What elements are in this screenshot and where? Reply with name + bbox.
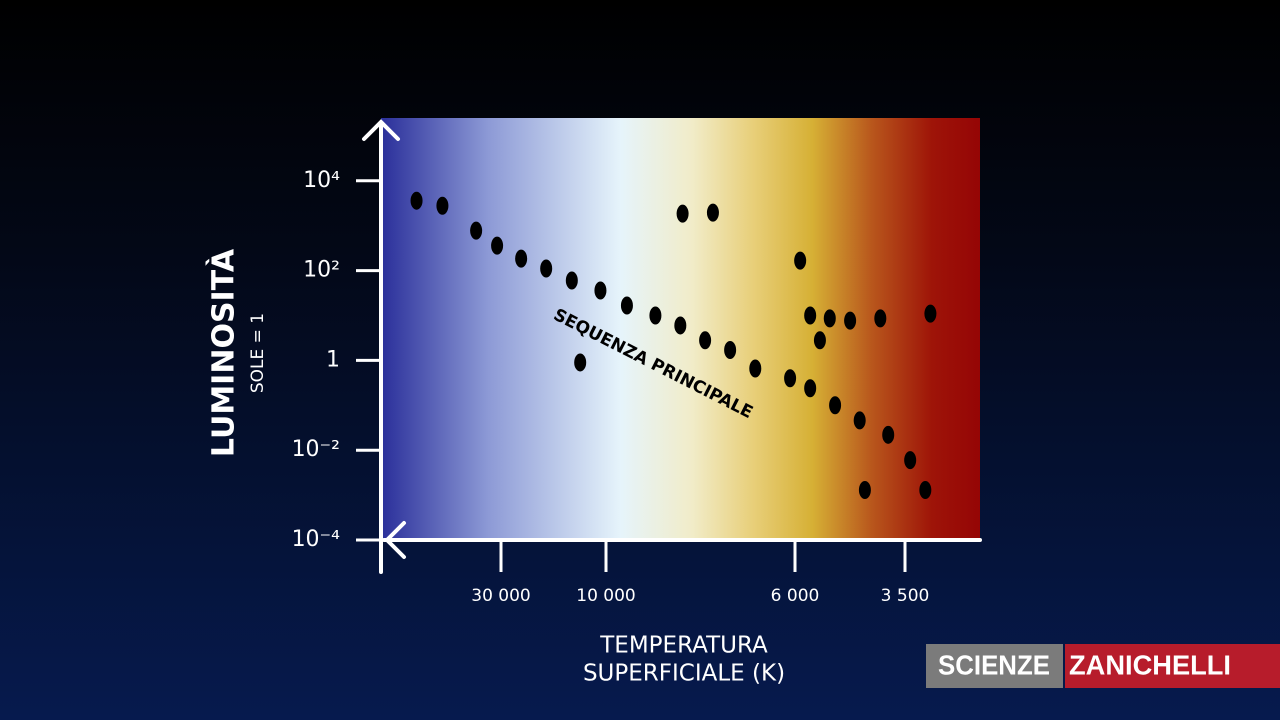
star-point [565,271,578,290]
star-point [813,331,826,350]
star-point [794,251,807,270]
y-label: LUMINOSITÀ [206,248,242,457]
star-point [904,451,917,470]
star-point [706,203,719,222]
star-point [515,249,528,268]
y-sublabel: SOLE = 1 [248,313,268,393]
star-point [676,204,689,223]
star-point [874,309,887,328]
x-tick-label: 6 000 [771,586,820,606]
marks [410,191,937,499]
x-tick-label: 3 500 [881,586,930,606]
star-point [882,425,895,444]
star-point [804,379,817,398]
star-point [594,281,607,300]
x-label: SUPERFICIALE (K) [583,661,785,687]
x-tick-label: 10 000 [576,586,635,606]
y-tick-label: 10⁻² [292,437,340,462]
star-point [674,316,687,335]
y-arrow [362,119,400,141]
star-point [924,304,937,323]
star-point [574,353,587,372]
y-tick-label: 10⁻⁴ [292,527,341,552]
logo-right-box [1065,644,1280,688]
star-point [436,196,449,215]
star-point [470,221,483,240]
star-point [784,369,797,388]
y-tick-label: 10² [303,258,340,283]
star-point [410,191,423,210]
star-point [858,480,871,499]
star-point [844,311,857,330]
star-point [540,259,553,278]
y-tick-label: 1 [326,347,340,372]
star-point [919,480,932,499]
axes [362,119,982,574]
star-point [749,359,762,378]
star-point [649,306,662,325]
logo-left: SCIENZE [938,649,1050,680]
star-point [620,296,633,315]
star-point [804,306,817,325]
star-point [724,341,737,360]
logo-right: ZANICHELLI [1069,649,1231,680]
x-arrow [384,521,406,559]
star-point [699,331,712,350]
star-point [823,309,836,328]
star-point [829,396,842,415]
star-point [853,411,866,430]
x-tick-label: 30 000 [471,586,530,606]
y-tick-label: 10⁴ [303,168,340,193]
star-point [491,236,504,255]
x-label: TEMPERATURA [599,633,768,659]
logo-left-box [926,644,1063,688]
